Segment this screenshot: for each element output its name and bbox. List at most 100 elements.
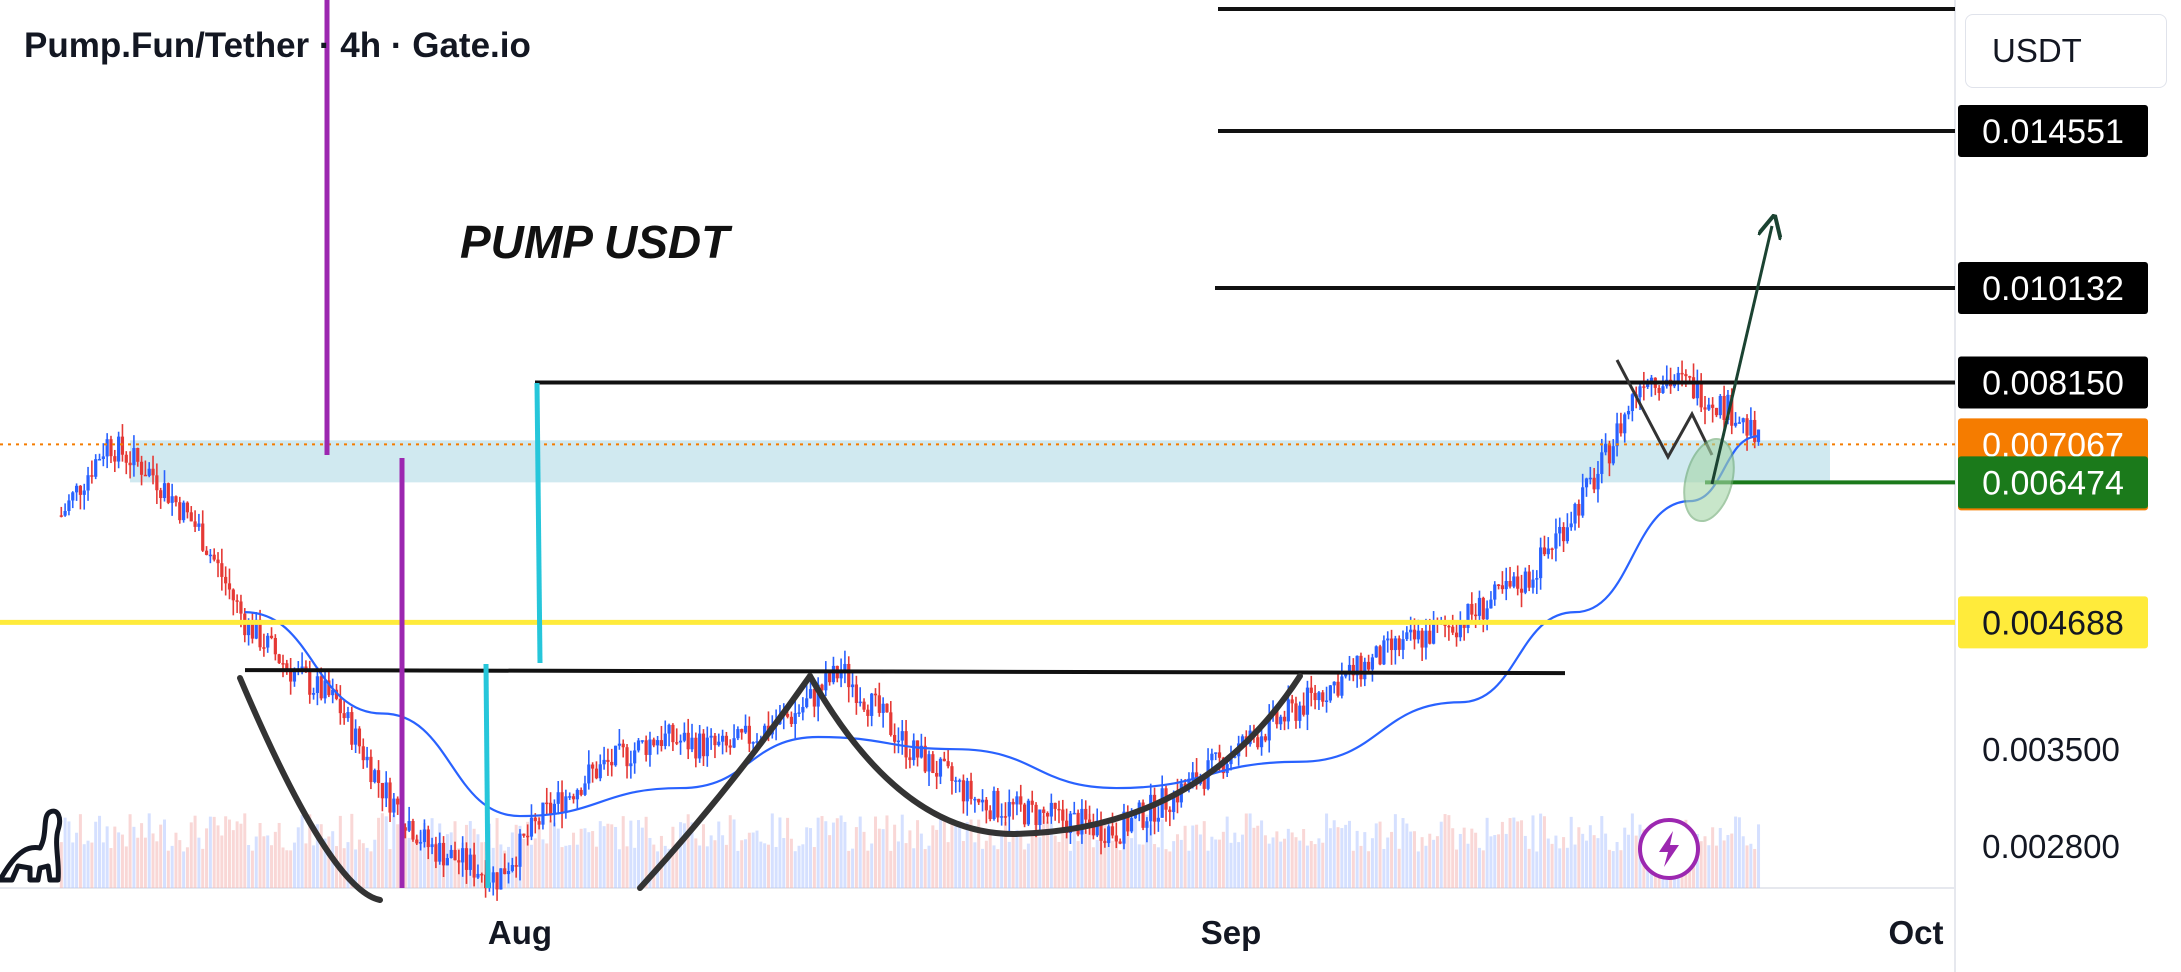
candle-body	[204, 550, 209, 555]
candle-body	[273, 637, 277, 655]
candle-body	[120, 436, 125, 455]
candle-body	[1172, 792, 1176, 813]
volume-bar	[759, 841, 763, 888]
volume-bar	[549, 820, 553, 888]
candle-body	[763, 725, 767, 740]
volume-bar	[59, 842, 63, 888]
volume-bar	[380, 813, 384, 888]
candle-body	[1382, 640, 1386, 665]
candle-body	[1095, 820, 1099, 836]
candle-body	[1332, 681, 1336, 686]
candle-body	[1282, 716, 1287, 722]
candle-body	[1351, 664, 1355, 676]
candle-body	[931, 754, 935, 773]
volume-bar	[652, 844, 656, 888]
candle-body	[713, 735, 717, 746]
currency-selector-button[interactable]: USDT	[1965, 14, 2167, 88]
target-arrow[interactable]	[1710, 226, 1772, 485]
volume-bar	[568, 845, 572, 888]
volume-bar	[1485, 817, 1489, 888]
candle-body	[587, 764, 591, 784]
candle-body	[170, 496, 174, 503]
candle-body	[701, 733, 706, 757]
volume-bar	[1558, 848, 1562, 888]
candle-body	[90, 475, 94, 477]
candle-body	[1680, 372, 1684, 375]
volume-bar	[1321, 842, 1325, 888]
volume-bar	[679, 822, 683, 888]
candle-body	[495, 872, 499, 890]
candle-body	[675, 742, 679, 744]
supply-zone-rectangle[interactable]	[130, 440, 1830, 483]
candle-body	[189, 512, 193, 522]
volume-bar	[227, 819, 231, 888]
volume-bar	[977, 819, 981, 888]
volume-bar	[793, 851, 797, 888]
candle-body	[365, 756, 369, 761]
candle-body	[1240, 736, 1245, 744]
volume-bar	[1340, 828, 1344, 888]
volume-bar	[1034, 815, 1038, 888]
candle-body	[269, 635, 274, 638]
candle-body	[155, 475, 159, 491]
volume-bar	[1489, 836, 1493, 888]
candle-body	[430, 844, 434, 848]
volume-bar	[1206, 850, 1210, 888]
candle-body	[1225, 764, 1229, 774]
candle-body	[94, 459, 98, 477]
volume-bar	[851, 848, 855, 888]
volume-bar	[1730, 833, 1734, 888]
volume-bar	[86, 840, 90, 888]
candle-body	[128, 462, 132, 466]
volume-bar	[369, 851, 373, 888]
volume-bar	[610, 824, 614, 888]
neckline-line[interactable]	[244, 668, 1566, 676]
volume-bar	[1451, 828, 1455, 888]
candle-body	[514, 865, 518, 867]
candle-body	[197, 523, 201, 527]
candle-body	[870, 693, 874, 716]
candle-body	[1290, 699, 1294, 704]
volume-bar	[1703, 836, 1707, 888]
candle-body	[1168, 809, 1172, 813]
candle-body	[984, 799, 988, 811]
volume-bar	[1061, 816, 1065, 888]
volume-bar	[1049, 823, 1053, 888]
entry-ellipse[interactable]	[1676, 433, 1742, 526]
candle-body	[1110, 826, 1115, 836]
candle-body	[1546, 548, 1550, 555]
volume-bar	[1630, 813, 1634, 888]
volume-bar	[350, 813, 354, 888]
candle-body	[1328, 685, 1332, 701]
candle-body	[812, 689, 816, 707]
volume-bar	[422, 823, 426, 888]
volume-bar	[212, 816, 216, 888]
volume-bar	[744, 839, 748, 888]
volume-bar	[170, 845, 174, 888]
volume-bar	[1091, 847, 1095, 888]
volume-bar	[1386, 837, 1390, 888]
dinosaur-logo-icon[interactable]	[0, 808, 63, 883]
volume-bar	[499, 844, 503, 888]
volume-bar	[1627, 834, 1631, 888]
candle-body	[1175, 792, 1180, 803]
volume-bar	[1405, 823, 1409, 888]
volume-bar	[617, 849, 621, 888]
volume-bar	[1546, 838, 1550, 888]
volume-bar	[896, 841, 900, 888]
volume-bar	[71, 842, 75, 888]
volume-bar	[185, 847, 189, 888]
volume-bar	[166, 850, 170, 888]
volume-bar	[919, 833, 923, 888]
volume-bar	[1745, 845, 1749, 888]
volume-bar	[1122, 843, 1126, 888]
candle-body	[938, 758, 943, 777]
cup-rise-arc	[637, 673, 813, 891]
volume-bar	[1283, 838, 1287, 888]
candle-body	[239, 601, 243, 614]
volume-bar	[1172, 841, 1176, 888]
candle-body	[300, 666, 304, 669]
candle-body	[369, 756, 373, 783]
lightning-bolt-icon[interactable]	[1638, 818, 1700, 880]
